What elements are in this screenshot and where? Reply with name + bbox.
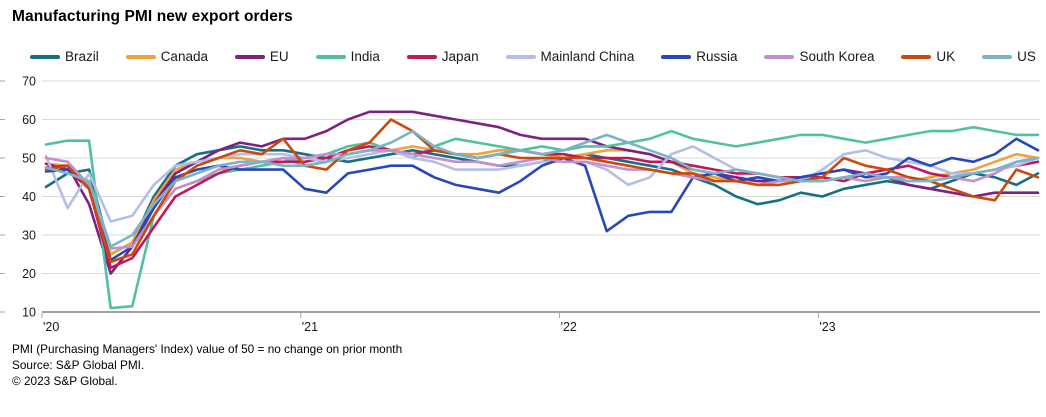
chart-footnotes: PMI (Purchasing Managers' Index) value o… [12, 341, 402, 389]
legend-label-canada: Canada [160, 49, 208, 64]
legend-label-uk: UK [936, 49, 956, 64]
legend-label-mainland-china: Mainland China [540, 49, 635, 64]
chart-legend: Brazil Canada EU India Japan Mainland China Ru… [0, 49, 1046, 64]
y-axis-label: 10 [22, 306, 36, 320]
footnote-source: Source: S&P Global PMI. [12, 358, 145, 372]
y-axis-label: 60 [22, 113, 36, 127]
legend-item-uk: UK [901, 49, 955, 64]
legend-item-brazil: Brazil [30, 49, 99, 64]
footnote-copyright: © 2023 S&P Global. [12, 374, 118, 388]
y-axis-label: 40 [22, 190, 36, 204]
x-axis-label: '22 [561, 320, 577, 334]
y-axis-label: 30 [22, 229, 36, 243]
legend-item-canada: Canada [125, 49, 208, 64]
legend-swatch-mainland-china [505, 54, 536, 59]
x-axis-label: '20 [43, 320, 59, 334]
x-axis-label: '23 [819, 320, 835, 334]
legend-item-russia: Russia [661, 49, 738, 64]
legend-item-mainland-china: Mainland China [505, 49, 635, 64]
legend-label-brazil: Brazil [65, 49, 99, 64]
legend-label-eu: EU [269, 49, 289, 64]
y-axis-label: 70 [22, 75, 36, 89]
legend-label-south-korea: South Korea [799, 49, 875, 64]
legend-item-south-korea: South Korea [764, 49, 875, 64]
legend-label-us: US [1017, 49, 1036, 64]
legend-swatch-canada [125, 54, 156, 59]
legend-item-india: India [315, 49, 380, 64]
legend-item-us: US [982, 49, 1036, 64]
legend-swatch-russia [661, 54, 692, 59]
series-line-uk [44, 118, 1040, 264]
y-axis-label: 50 [22, 152, 36, 166]
legend-item-japan: Japan [406, 49, 479, 64]
series-line-us [44, 129, 1040, 248]
legend-swatch-us [982, 54, 1013, 59]
legend-swatch-uk [901, 54, 932, 59]
legend-label-japan: Japan [441, 49, 479, 64]
legend-item-eu: EU [234, 49, 289, 64]
legend-label-india: India [350, 49, 380, 64]
legend-swatch-brazil [30, 54, 60, 59]
y-axis-label: 20 [22, 267, 36, 281]
legend-swatch-japan [406, 54, 437, 59]
footnote-pmi-definition: PMI (Purchasing Managers' Index) value o… [12, 342, 403, 356]
page-title: Manufacturing PMI new export orders [12, 8, 293, 25]
legend-swatch-eu [234, 54, 265, 59]
legend-swatch-south-korea [764, 54, 795, 59]
series-line-eu [44, 110, 1040, 275]
legend-swatch-india [315, 54, 346, 59]
legend-label-russia: Russia [696, 49, 738, 64]
x-axis-label: '21 [302, 320, 318, 334]
